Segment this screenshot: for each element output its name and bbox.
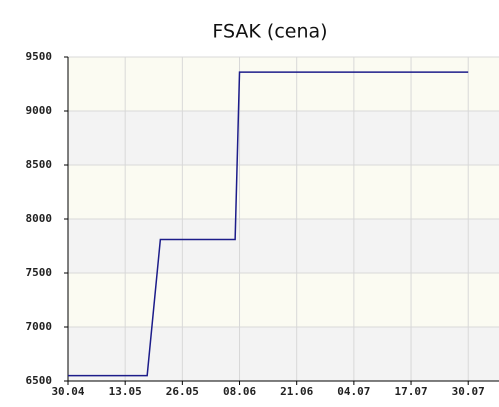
x-tick-label: 21.06 [280, 385, 313, 398]
y-tick-label: 8500 [26, 158, 53, 171]
y-tick-label: 9000 [26, 104, 53, 117]
x-tick-label: 30.07 [452, 385, 485, 398]
y-tick-label: 9500 [26, 50, 53, 63]
plot-band [68, 165, 499, 219]
chart-title: FSAK (cena) [212, 21, 327, 43]
x-tick-label: 08.06 [223, 385, 256, 398]
x-tick-label: 30.04 [51, 385, 84, 398]
x-tick-label: 17.07 [394, 385, 427, 398]
y-tick-label: 7000 [26, 320, 53, 333]
plot-band [68, 273, 499, 327]
y-tick-label: 8000 [26, 212, 53, 225]
plot-band [68, 57, 499, 111]
x-tick-label: 13.05 [109, 385, 142, 398]
y-tick-label: 6500 [26, 374, 53, 387]
x-tick-label: 04.07 [337, 385, 370, 398]
y-tick-label: 7500 [26, 266, 53, 279]
line [68, 71, 469, 377]
x-tick-label: 26.05 [166, 385, 199, 398]
